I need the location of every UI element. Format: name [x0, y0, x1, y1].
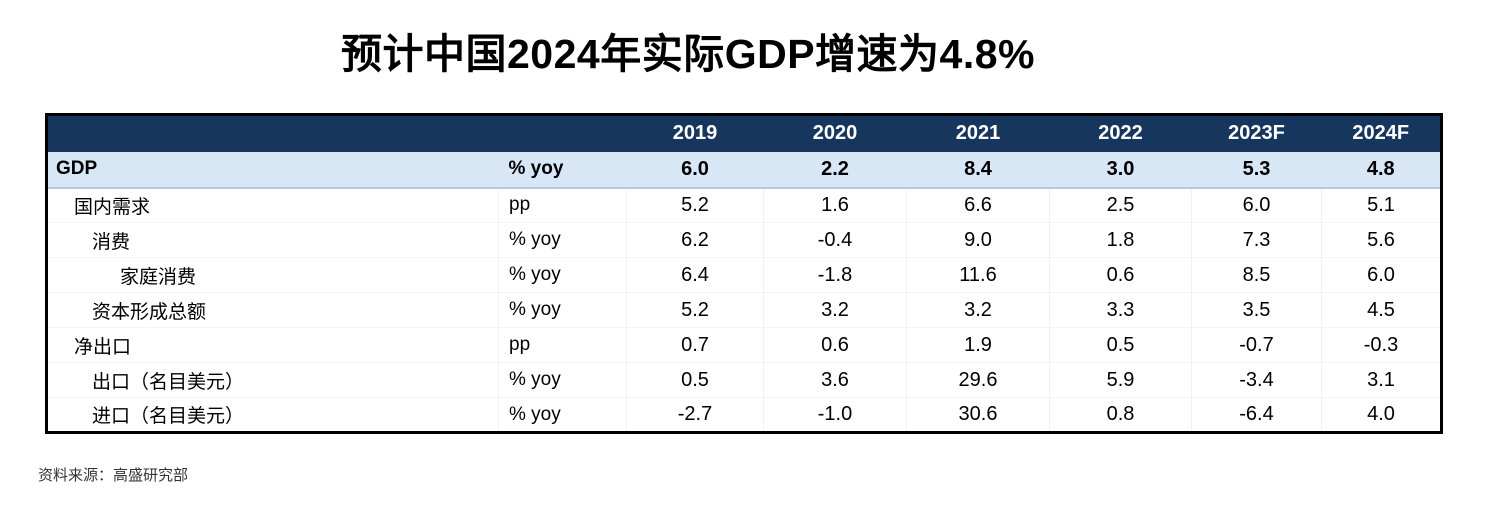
cell-value: 3.2	[763, 292, 907, 328]
cell-value: 5.1	[1321, 187, 1442, 223]
cell-value: 0.5	[1049, 327, 1192, 363]
cell-value: 4.0	[1321, 397, 1442, 433]
gdp-forecast-table-wrap: 2019 2020 2021 2022 2023F 2024F GDP% yoy 6.0 2.…	[45, 113, 1443, 434]
cell-value: 6.0	[626, 151, 764, 189]
cell-value: 0.7	[626, 327, 764, 363]
cell-value: 1.6	[763, 187, 907, 223]
table-row: 进口（名目美元）% yoy -2.7 -1.0 30.6 0.8 -6.4 4.0	[46, 397, 1442, 433]
cell-value: 6.0	[1321, 257, 1442, 293]
cell-value: 3.0	[1049, 151, 1192, 189]
page-title-wrap: 预计中国2024年实际GDP增速为4.8%	[0, 20, 1500, 80]
header-year-2020: 2020	[763, 114, 907, 152]
cell-value: 8.5	[1191, 257, 1322, 293]
cell-value: 6.6	[906, 187, 1050, 223]
cell-value: 6.0	[1191, 187, 1322, 223]
row-unit: % yoy	[498, 397, 627, 433]
cell-value: -1.8	[763, 257, 907, 293]
cell-value: 0.8	[1049, 397, 1192, 433]
cell-value: 5.2	[626, 292, 764, 328]
header-label-spacer	[46, 114, 499, 152]
cell-value: 2.2	[763, 151, 907, 189]
cell-value: -2.7	[626, 397, 764, 433]
table-row: GDP% yoy 6.0 2.2 8.4 3.0 5.3 4.8	[46, 151, 1442, 189]
cell-value: 0.5	[626, 362, 764, 398]
row-unit: % yoy	[498, 257, 627, 293]
row-label: 资本形成总额	[46, 292, 499, 328]
cell-value: 3.1	[1321, 362, 1442, 398]
row-unit: % yoy	[498, 222, 627, 258]
cell-value: 3.6	[763, 362, 907, 398]
cell-value: 5.3	[1191, 151, 1322, 189]
cell-value: 9.0	[906, 222, 1050, 258]
table-header-row: 2019 2020 2021 2022 2023F 2024F	[46, 114, 1442, 152]
table-row: 出口（名目美元）% yoy 0.5 3.6 29.6 5.9 -3.4 3.1	[46, 362, 1442, 398]
cell-value: 3.5	[1191, 292, 1322, 328]
cell-value: 30.6	[906, 397, 1050, 433]
table-row: 净出口 pp 0.7 0.6 1.9 0.5 -0.7 -0.3	[46, 327, 1442, 363]
row-unit: % yoy	[498, 151, 627, 189]
row-unit: pp	[498, 187, 627, 223]
header-unit-spacer	[498, 114, 627, 152]
row-unit: % yoy	[498, 362, 627, 398]
cell-value: 4.5	[1321, 292, 1442, 328]
cell-value: 0.6	[763, 327, 907, 363]
cell-value: 6.4	[626, 257, 764, 293]
cell-value: 7.3	[1191, 222, 1322, 258]
row-label: 消费	[46, 222, 499, 258]
cell-value: 3.2	[906, 292, 1050, 328]
cell-value: 5.2	[626, 187, 764, 223]
table-row: 国内需求 pp 5.2 1.6 6.6 2.5 6.0 5.1	[46, 187, 1442, 223]
header-year-2023f: 2023F	[1191, 114, 1322, 152]
row-label: 出口（名目美元）	[46, 362, 499, 398]
cell-value: -0.7	[1191, 327, 1322, 363]
cell-value: 3.3	[1049, 292, 1192, 328]
table-row: 家庭消费% yoy 6.4 -1.8 11.6 0.6 8.5 6.0	[46, 257, 1442, 293]
cell-value: 2.5	[1049, 187, 1192, 223]
row-unit: pp	[498, 327, 627, 363]
table-row: 资本形成总额% yoy 5.2 3.2 3.2 3.3 3.5 4.5	[46, 292, 1442, 328]
cell-value: 1.9	[906, 327, 1050, 363]
row-label: GDP	[46, 151, 499, 189]
cell-value: -6.4	[1191, 397, 1322, 433]
cell-value: 4.8	[1321, 151, 1442, 189]
cell-value: -0.3	[1321, 327, 1442, 363]
header-year-2019: 2019	[626, 114, 764, 152]
row-label: 家庭消费	[46, 257, 499, 293]
header-year-2021: 2021	[906, 114, 1050, 152]
header-year-2024f: 2024F	[1321, 114, 1442, 152]
cell-value: 8.4	[906, 151, 1050, 189]
row-label: 净出口	[46, 327, 499, 363]
row-unit: % yoy	[498, 292, 627, 328]
header-year-2022: 2022	[1049, 114, 1192, 152]
table-row: 消费% yoy 6.2 -0.4 9.0 1.8 7.3 5.6	[46, 222, 1442, 258]
row-label: 国内需求	[46, 187, 499, 223]
page-title: 预计中国2024年实际GDP增速为4.8%	[340, 31, 1035, 77]
cell-value: 1.8	[1049, 222, 1192, 258]
cell-value: 5.6	[1321, 222, 1442, 258]
cell-value: 11.6	[906, 257, 1050, 293]
cell-value: -0.4	[763, 222, 907, 258]
cell-value: 29.6	[906, 362, 1050, 398]
gdp-forecast-table: 2019 2020 2021 2022 2023F 2024F GDP% yoy 6.0 2.…	[45, 113, 1443, 434]
row-label: 进口（名目美元）	[46, 397, 499, 433]
cell-value: -1.0	[763, 397, 907, 433]
cell-value: 6.2	[626, 222, 764, 258]
cell-value: 5.9	[1049, 362, 1192, 398]
source-note: 资料来源：高盛研究部	[38, 467, 189, 484]
cell-value: -3.4	[1191, 362, 1322, 398]
cell-value: 0.6	[1049, 257, 1192, 293]
